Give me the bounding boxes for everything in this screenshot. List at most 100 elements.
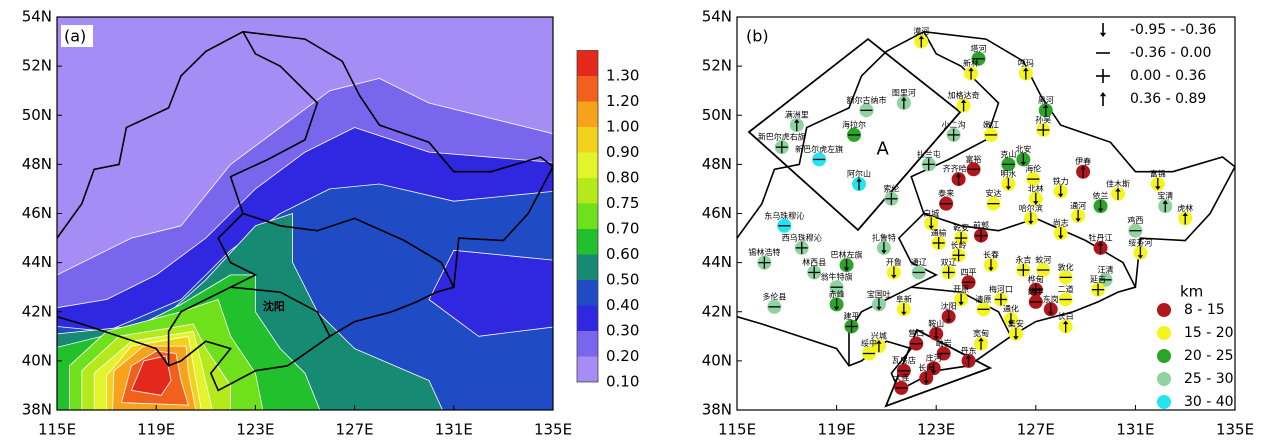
colorbar-label: 0.70 [606,220,639,238]
station-name: 鸡西 [1127,215,1143,225]
trend-symbol [1020,161,1027,166]
trend-symbol [1058,235,1064,240]
trend-symbol [968,67,974,72]
station-name: 通河 [1070,200,1086,210]
station-name: 克山 [1000,149,1016,159]
colorbar-label: 1.30 [606,67,639,85]
x-tick-label: 115E [38,421,76,439]
station-name: 明水 [1000,169,1016,179]
border [56,30,554,239]
legend-label: 25 - 30 [1184,371,1234,387]
trend-symbol [1033,201,1039,205]
trend-symbol [958,301,964,306]
trend-symbol [1048,311,1054,316]
x-tick-label: 123E [917,421,955,439]
station-name: 永吉 [1015,254,1031,264]
colorbar-label: 0.75 [606,194,639,212]
colorbar-label: 0.40 [606,296,639,314]
station-name: 敦化 [1058,262,1074,272]
station-name: 通辽 [911,257,927,267]
station-name: 尚志 [1053,218,1069,228]
station-name: 富锦 [1150,169,1166,179]
station-name: 营口 [908,328,924,338]
station-name: 通化 [1003,304,1019,314]
trend-symbol [843,267,850,272]
trend-symbol [965,354,972,359]
border [56,166,554,392]
colorbar-segment [577,50,598,76]
station-name: 翁牛特旗 [821,272,853,282]
trend-symbol [978,337,984,342]
station-name: 宽甸 [973,328,989,338]
y-tick-label: 48N [22,155,52,173]
station-name: 大连 [893,372,909,382]
region-box [747,37,962,232]
colorbar-frame [576,50,599,383]
trend-symbol [1097,241,1104,246]
region-label: A [876,139,889,160]
y-tick-label: 46N [22,204,52,222]
legend-label: 30 - 40 [1184,394,1234,410]
colorbar-segment [577,305,598,331]
station-name: 建平 [844,311,860,321]
colorbar-segment [577,152,598,178]
y-tick-label: 40N [702,351,732,369]
station-name: 长岭 [951,240,967,250]
station-name: 扎兰屯 [917,149,941,159]
trend-symbol [901,311,907,316]
colorbar-label: 0.50 [606,271,639,289]
station-name: 嫩江 [983,119,999,129]
trend-symbol [1099,92,1107,97]
station-name: 通榆 [931,227,947,237]
station-name: 西乌珠穆沁 [782,232,822,242]
trend-symbol [1023,67,1029,72]
station-name: 梅河口 [989,284,1013,294]
station-name: 依兰 [1093,191,1109,201]
trend-symbol [881,250,887,254]
border [230,286,331,337]
trend-symbol [1043,104,1049,108]
trend-symbol [1155,186,1161,191]
station-name: 海拉尔 [842,119,866,129]
trend-symbol [1162,200,1168,204]
trend-symbol [1058,193,1064,198]
station-name: 索伦 [883,183,899,193]
legend-label: 8 - 15 [1184,302,1225,318]
y-tick-label: 42N [702,302,732,320]
trend-symbol [960,99,967,104]
legend-label: 0.00 - 0.36 [1130,68,1206,84]
colorbar-segment [577,203,598,229]
trend-symbol [1115,187,1121,192]
station-name: 集安 [1008,318,1024,328]
station-name: 前郭 [973,220,989,230]
colorbar-label: 1.00 [606,118,639,136]
trend-symbol [933,336,939,340]
colorbar-label: 0.30 [606,322,639,340]
station-name: 庄河 [926,353,942,363]
station-name: 加格达奇 [948,90,980,100]
trend-symbol [928,225,934,230]
station-name: 孙吴 [1035,114,1051,124]
station-name: 林西县 [802,257,826,267]
station-name: 佳木斯 [1106,178,1130,188]
legend-swatch [1157,303,1171,317]
trend-symbol [945,319,952,323]
y-tick-label: 54N [702,8,732,26]
legend-label: 20 - 25 [1184,348,1234,364]
station-name: 宝清 [1157,191,1173,201]
legend-label: 15 - 20 [1184,325,1234,341]
station-name: 蛟河 [1035,254,1051,264]
y-tick-label: 42N [22,302,52,320]
trend-symbol [988,267,994,272]
border [736,30,1236,239]
station-name: 岫岩 [936,338,952,348]
trend-symbol [918,35,924,40]
panel-label-box [61,25,93,47]
station-name: 清原 [976,294,992,304]
legend-swatch [1157,326,1171,340]
trend-symbol [1099,32,1107,37]
trend-symbol [794,119,800,123]
station-name: 开鲁 [886,257,902,267]
station-name: 白城 [923,208,939,218]
